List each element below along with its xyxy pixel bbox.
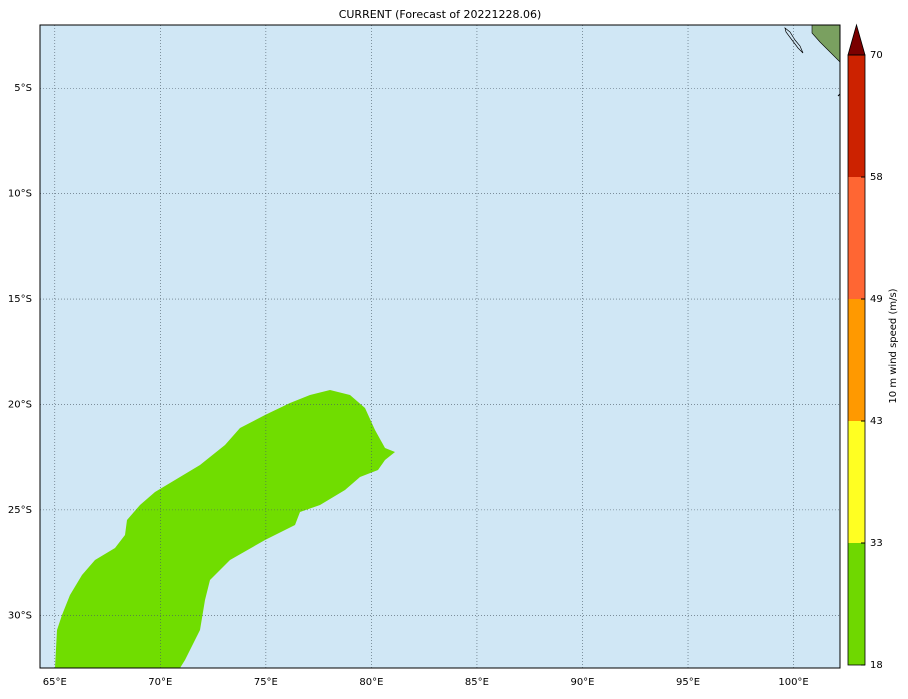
- lat-label: 25°S: [8, 505, 32, 516]
- lon-label: 95°E: [676, 677, 700, 688]
- lon-label: 75°E: [254, 677, 278, 688]
- colorbar-segment: [848, 421, 865, 543]
- colorbar-tick-label: 58: [870, 172, 883, 183]
- colorbar-tick-label: 18: [870, 660, 883, 671]
- grid: [40, 25, 840, 668]
- colorbar-segment: [848, 299, 865, 421]
- colorbar-segment: [848, 55, 865, 177]
- colorbar: [847, 23, 866, 666]
- colorbar-frame: [847, 54, 866, 666]
- lat-label: 20°S: [8, 399, 32, 410]
- lat-label: 15°S: [8, 294, 32, 305]
- lon-label: 85°E: [465, 677, 489, 688]
- lon-label: 80°E: [359, 677, 383, 688]
- lat-label: 30°S: [8, 610, 32, 621]
- lon-label: 100°E: [778, 677, 808, 688]
- colorbar-extend: [847, 23, 866, 56]
- colorbar-tick-label: 49: [870, 294, 883, 305]
- colorbar-tick-label: 33: [870, 538, 883, 549]
- lon-label: 65°E: [43, 677, 67, 688]
- colorbar-segment: [848, 543, 865, 665]
- colorbar-tick-label: 70: [870, 50, 883, 61]
- title: CURRENT (Forecast of 20221228.06): [339, 8, 542, 21]
- colorbar-segment: [848, 177, 865, 299]
- lon-label: 90°E: [570, 677, 594, 688]
- lon-label: 70°E: [148, 677, 172, 688]
- colorbar-tick-label: 43: [870, 416, 883, 427]
- lat-label: 5°S: [14, 83, 32, 94]
- map-frame: [39, 24, 841, 669]
- wind-area: [55, 390, 395, 668]
- lat-label: 10°S: [8, 189, 32, 200]
- colorbar-label: 10 m wind speed (m/s): [888, 288, 899, 403]
- island: [784, 27, 804, 54]
